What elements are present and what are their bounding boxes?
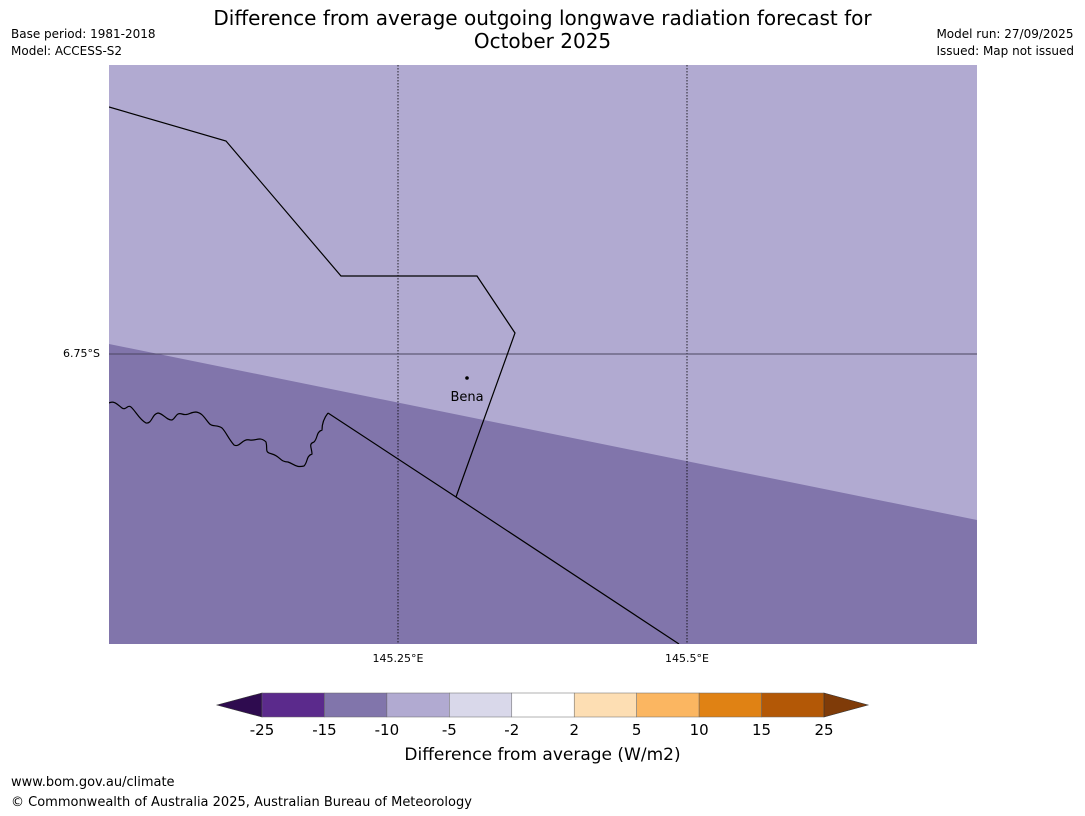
colorbar-tick-label: 2 bbox=[569, 721, 579, 739]
colorbar-tick-label: -15 bbox=[312, 721, 337, 739]
colorbar-box bbox=[636, 692, 700, 718]
colorbar-box bbox=[511, 692, 575, 718]
province-boundary-south bbox=[327, 412, 680, 644]
colorbar-box bbox=[324, 692, 388, 718]
map-title: Difference from average outgoing longwav… bbox=[213, 6, 872, 53]
meta-right: Model run: 27/09/2025 Issued: Map not is… bbox=[936, 26, 1074, 60]
province-boundary-north bbox=[109, 106, 516, 498]
model-run-text: Model run: 27/09/2025 bbox=[936, 27, 1074, 41]
river-boundary bbox=[109, 401, 329, 468]
colorbar-tick-label: -2 bbox=[504, 721, 519, 739]
legend-title: Difference from average (W/m2) bbox=[404, 745, 681, 765]
colorbar-box bbox=[449, 692, 513, 718]
bena-marker bbox=[465, 376, 469, 380]
lon-label-145-5: 145.5°E bbox=[665, 652, 709, 665]
dark-purple-region bbox=[109, 344, 977, 644]
footer-copyright: © Commonwealth of Australia 2025, Austra… bbox=[11, 795, 472, 810]
colorbar-box bbox=[261, 692, 325, 718]
colorbar-tick-label: 25 bbox=[814, 721, 833, 739]
colorbar-box bbox=[386, 692, 450, 718]
colorbar-tick-label: -10 bbox=[375, 721, 400, 739]
lon-label-145-25: 145.25°E bbox=[372, 652, 424, 665]
meta-left: Base period: 1981-2018 Model: ACCESS-S2 bbox=[11, 26, 156, 60]
colorbar-tick-label: 5 bbox=[632, 721, 642, 739]
colorbar-tick-label: 10 bbox=[690, 721, 709, 739]
colorbar-box bbox=[573, 692, 637, 718]
colorbar-box bbox=[698, 692, 762, 718]
colorbar-tick-label: 15 bbox=[752, 721, 771, 739]
lat-label-6-75: 6.75°S bbox=[63, 347, 100, 360]
footer-url: www.bom.gov.au/climate bbox=[11, 775, 175, 790]
colorbar-tick-label: -5 bbox=[442, 721, 457, 739]
colorbar-extend-high bbox=[823, 692, 870, 718]
model-text: Model: ACCESS-S2 bbox=[11, 44, 123, 58]
colorbar-box bbox=[761, 692, 825, 718]
colorbar-extend-low bbox=[215, 692, 263, 718]
base-period-text: Base period: 1981-2018 bbox=[11, 27, 156, 41]
issued-text: Issued: Map not issued bbox=[936, 44, 1074, 58]
bena-label: Bena bbox=[450, 390, 483, 405]
colorbar-tick-label: -25 bbox=[250, 721, 275, 739]
